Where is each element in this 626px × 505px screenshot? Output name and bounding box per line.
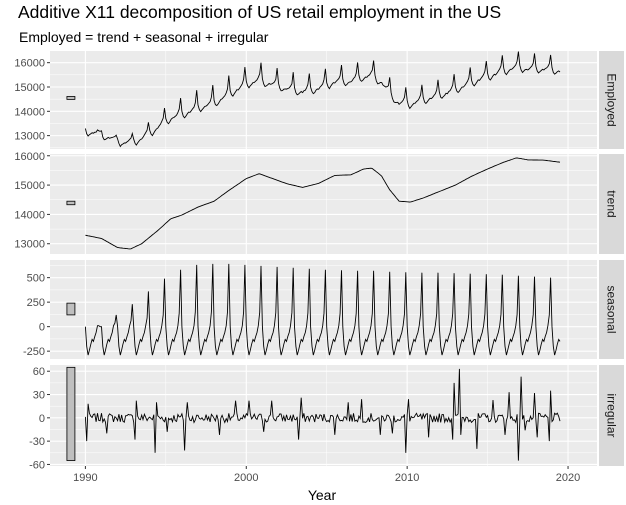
series-line-Employed: [84, 51, 561, 148]
y-tick-label: 13000: [14, 131, 45, 143]
facet-strip: [599, 51, 624, 149]
facet-strip-label: seasonal: [605, 285, 619, 333]
series-line-seasonal: [84, 263, 561, 356]
y-tick-label: 15000: [14, 82, 45, 94]
scale-bar: [66, 366, 76, 461]
x-axis-title: Year: [308, 487, 337, 503]
y-tick-label: 14000: [14, 209, 45, 221]
chart-title: Additive X11 decomposition of US retail …: [18, 2, 501, 22]
y-tick-label: 0: [39, 322, 45, 334]
y-tick-label: 16000: [14, 58, 45, 70]
facet-strip-label: irregular: [605, 393, 619, 437]
panel-Employed: 13000 14000 15000 16000 Employed: [14, 51, 624, 149]
x-axis: 1990 2000 2010 2020: [73, 466, 580, 484]
y-tick-label: 16000: [14, 151, 45, 163]
facet-strip: [599, 365, 624, 466]
y-tick-label: 15000: [14, 180, 45, 192]
facet-strip-label: Employed: [605, 73, 619, 126]
panel-irregular: -60 -30 0 30 60 irregular: [29, 365, 624, 471]
facet-strip: [599, 154, 624, 254]
x-tick-label: 1990: [73, 472, 97, 484]
y-tick-label: -60: [29, 459, 45, 471]
x-tick-label: 2020: [556, 472, 580, 484]
chart-subtitle: Employed = trend + seasonal + irregular: [19, 29, 269, 45]
scale-bar: [66, 302, 76, 316]
scale-bar: [66, 96, 76, 100]
x-tick-label: 2010: [395, 472, 419, 484]
y-tick-label: 30: [33, 390, 45, 402]
panel-seasonal: -250 0 250 500 seasonal: [23, 260, 624, 359]
facet-strip: [599, 260, 624, 359]
y-tick-label: 0: [39, 413, 45, 425]
panel-background: [50, 260, 597, 359]
series-line-irregular: [84, 368, 561, 461]
y-tick-label: 13000: [14, 239, 45, 251]
panel-background: [50, 154, 597, 254]
scale-bar: [66, 200, 76, 206]
panel-background: [50, 51, 597, 149]
facet-strip-label: trend: [605, 190, 619, 217]
y-tick-label: -30: [29, 436, 45, 448]
y-tick-label: 14000: [14, 106, 45, 118]
y-tick-label: 250: [27, 297, 45, 309]
x-tick-label: 2000: [234, 472, 258, 484]
series-line-trend: [85, 157, 561, 250]
y-tick-label: 60: [33, 366, 45, 378]
y-tick-label: -250: [23, 346, 45, 358]
y-tick-label: 500: [27, 273, 45, 285]
facet-panels: 13000 14000 15000 16000 Employed 13000 14000 15…: [14, 51, 624, 471]
panel-trend: 13000 14000 15000 16000 trend: [14, 151, 624, 254]
